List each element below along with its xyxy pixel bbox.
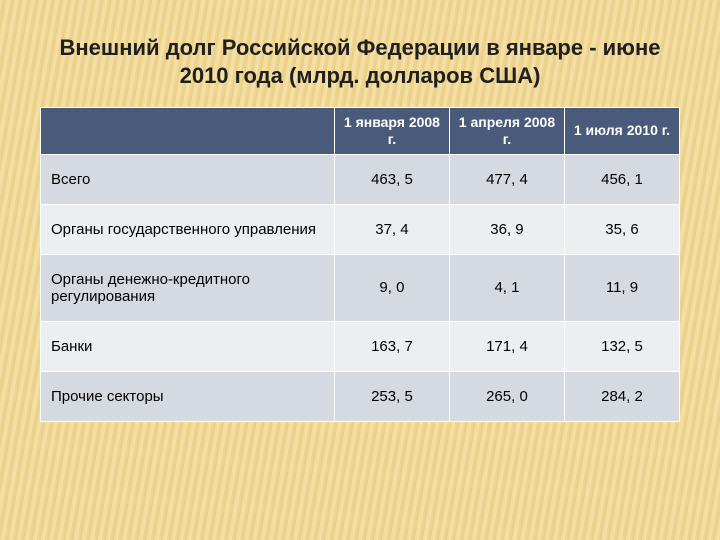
cell-value: 11, 9 [564, 254, 679, 321]
table-row: Органы государственного управления 37, 4… [41, 204, 680, 254]
header-col-3: 1 июля 2010 г. [564, 108, 679, 155]
cell-value: 9, 0 [334, 254, 449, 321]
cell-value: 132, 5 [564, 321, 679, 371]
row-label: Органы денежно-кредитного регулирования [41, 254, 335, 321]
table-row: Всего 463, 5 477, 4 456, 1 [41, 154, 680, 204]
cell-value: 463, 5 [334, 154, 449, 204]
cell-value: 36, 9 [449, 204, 564, 254]
row-label: Всего [41, 154, 335, 204]
table-header-row: 1 января 2008 г. 1 апреля 2008 г. 1 июля… [41, 108, 680, 155]
page-title: Внешний долг Российской Федерации в янва… [40, 34, 680, 89]
debt-table: 1 января 2008 г. 1 апреля 2008 г. 1 июля… [40, 107, 680, 422]
table-row: Органы денежно-кредитного регулирования … [41, 254, 680, 321]
cell-value: 477, 4 [449, 154, 564, 204]
cell-value: 37, 4 [334, 204, 449, 254]
cell-value: 284, 2 [564, 371, 679, 421]
cell-value: 171, 4 [449, 321, 564, 371]
table-row: Прочие секторы 253, 5 265, 0 284, 2 [41, 371, 680, 421]
table-row: Банки 163, 7 171, 4 132, 5 [41, 321, 680, 371]
cell-value: 4, 1 [449, 254, 564, 321]
header-col-2: 1 апреля 2008 г. [449, 108, 564, 155]
cell-value: 35, 6 [564, 204, 679, 254]
cell-value: 163, 7 [334, 321, 449, 371]
cell-value: 253, 5 [334, 371, 449, 421]
slide: Внешний долг Российской Федерации в янва… [0, 0, 720, 422]
cell-value: 456, 1 [564, 154, 679, 204]
header-blank [41, 108, 335, 155]
cell-value: 265, 0 [449, 371, 564, 421]
row-label: Банки [41, 321, 335, 371]
row-label: Прочие секторы [41, 371, 335, 421]
header-col-1: 1 января 2008 г. [334, 108, 449, 155]
row-label: Органы государственного управления [41, 204, 335, 254]
